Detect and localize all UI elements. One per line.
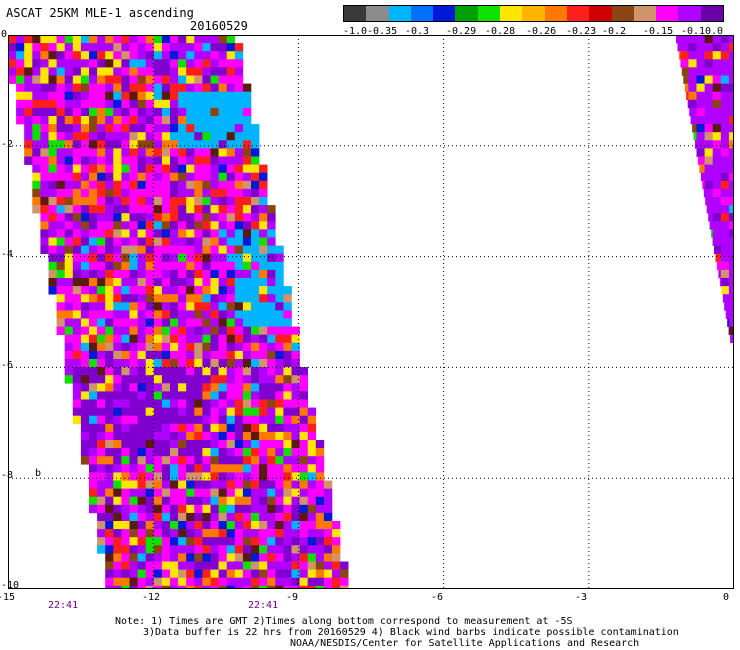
minor-label: b <box>35 468 42 479</box>
color-bar-swatch <box>522 6 545 21</box>
gridlines <box>8 35 734 589</box>
x-tick-label: -15 <box>0 592 16 603</box>
color-bar-swatch <box>700 6 724 21</box>
color-bar-swatch <box>433 6 456 21</box>
pass-time-label: 22:41 <box>48 600 79 611</box>
color-bar-swatch <box>611 6 634 21</box>
map-title: ASCAT 25KM MLE-1 ascending <box>6 6 194 20</box>
y-tick-label: -10 <box>1 580 20 591</box>
color-bar-label: -0.28 <box>485 26 516 37</box>
y-tick-label: -6 <box>1 360 14 371</box>
color-bar <box>343 5 724 22</box>
color-bar-swatch <box>589 6 612 21</box>
color-bar-swatch <box>410 6 434 21</box>
x-tick-label: -12 <box>142 592 161 603</box>
color-bar-label: -0.23 <box>566 26 597 37</box>
color-bar-swatch <box>500 6 523 21</box>
y-tick-label: 0 <box>1 29 8 40</box>
color-bar-label: -0.15 <box>643 26 674 37</box>
wind-swath-layer <box>8 35 734 589</box>
color-bar-swatch <box>678 6 701 21</box>
color-bar-label: -0.2 <box>602 26 627 37</box>
color-bar-swatch <box>544 6 567 21</box>
x-tick-label: -3 <box>575 592 588 603</box>
color-bar-swatch <box>366 6 389 21</box>
map-plot <box>8 35 734 589</box>
color-bar-label: 0.0 <box>705 26 724 37</box>
x-tick-label: 0 <box>723 592 730 603</box>
x-tick-label: -6 <box>431 592 444 603</box>
color-bar-label: -0.26 <box>526 26 557 37</box>
color-bar-swatch <box>633 6 657 21</box>
y-tick-label: -8 <box>1 470 14 481</box>
y-tick-label: -2 <box>1 139 14 150</box>
y-tick-label: -4 <box>1 249 14 260</box>
x-tick-label: -9 <box>286 592 299 603</box>
map-date: 20160529 <box>190 19 248 33</box>
color-bar-swatch <box>344 6 367 21</box>
pass-time-label: 22:41 <box>248 600 279 611</box>
note-line-2: 3)Data buffer is 22 hrs from 20160529 4)… <box>143 627 679 638</box>
color-bar-label: -0.1 <box>681 26 706 37</box>
color-bar-label: -0.29 <box>446 26 477 37</box>
color-bar-swatch <box>388 6 411 21</box>
color-bar-label: -0.3 <box>405 26 430 37</box>
color-bar-swatch <box>477 6 501 21</box>
plot-frame <box>8 35 734 589</box>
color-bar-swatch <box>455 6 478 21</box>
color-bar-label: -1.0 <box>343 26 368 37</box>
color-bar-swatch <box>656 6 679 21</box>
note-line-3: NOAA/NESDIS/Center for Satellite Applica… <box>290 638 640 649</box>
note-line-1: Note: 1) Times are GMT 2)Times along bot… <box>115 616 573 627</box>
color-bar-label: -0.35 <box>367 26 398 37</box>
color-bar-swatch <box>566 6 590 21</box>
